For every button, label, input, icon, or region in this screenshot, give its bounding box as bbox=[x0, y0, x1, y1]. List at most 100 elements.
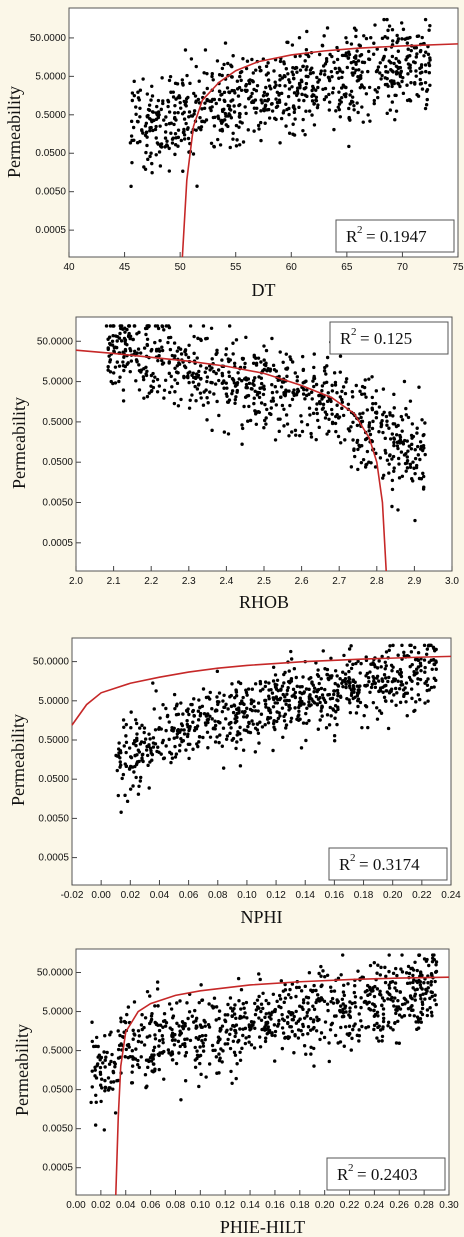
scatter-point bbox=[130, 1064, 135, 1068]
scatter-point bbox=[346, 56, 351, 60]
scatter-point bbox=[164, 728, 168, 733]
scatter-point bbox=[217, 413, 221, 418]
scatter-point bbox=[270, 1010, 275, 1014]
scatter-point bbox=[263, 723, 267, 727]
scatter-point bbox=[333, 380, 338, 385]
scatter-point bbox=[169, 752, 174, 756]
scatter-point bbox=[356, 75, 360, 79]
scatter-point bbox=[270, 102, 274, 106]
scatter-point bbox=[334, 710, 338, 714]
scatter-point bbox=[106, 1076, 111, 1080]
scatter-point bbox=[127, 331, 131, 336]
scatter-point bbox=[238, 764, 243, 768]
scatter-point bbox=[130, 765, 135, 769]
scatter-point bbox=[267, 84, 272, 88]
scatter-point bbox=[147, 324, 151, 328]
scatter-point bbox=[252, 704, 256, 709]
scatter-point bbox=[325, 713, 330, 717]
scatter-point bbox=[416, 34, 421, 38]
scatter-point bbox=[336, 434, 341, 439]
scatter-point bbox=[338, 694, 343, 698]
scatter-point bbox=[356, 59, 361, 63]
scatter-point bbox=[316, 85, 320, 90]
scatter-point bbox=[352, 71, 357, 75]
scatter-point bbox=[359, 661, 363, 666]
scatter-point bbox=[222, 379, 226, 383]
scatter-point bbox=[140, 1013, 144, 1017]
scatter-point bbox=[357, 1039, 361, 1043]
scatter-point bbox=[414, 55, 418, 59]
scatter-point bbox=[316, 674, 321, 678]
y-tick-label: 0.0050 bbox=[42, 1124, 73, 1135]
scatter-point bbox=[422, 474, 426, 479]
scatter-point bbox=[285, 367, 289, 371]
scatter-point bbox=[121, 718, 126, 722]
scatter-point bbox=[204, 366, 209, 370]
scatter-point bbox=[199, 376, 203, 381]
scatter-point bbox=[134, 112, 138, 117]
scatter-point bbox=[275, 678, 280, 682]
scatter-point bbox=[229, 1027, 233, 1031]
scatter-point bbox=[250, 57, 254, 62]
scatter-point bbox=[357, 1034, 362, 1038]
scatter-point bbox=[198, 115, 202, 120]
scatter-point bbox=[226, 61, 230, 66]
scatter-point bbox=[231, 98, 235, 102]
scatter-point bbox=[297, 709, 301, 713]
scatter-point bbox=[314, 88, 318, 92]
scatter-point bbox=[423, 665, 427, 670]
scatter-point bbox=[390, 100, 395, 104]
scatter-point bbox=[393, 986, 397, 990]
scatter-point bbox=[371, 661, 375, 665]
scatter-point bbox=[273, 438, 278, 442]
scatter-point bbox=[267, 1001, 271, 1006]
scatter-point bbox=[309, 431, 313, 436]
scatter-point bbox=[145, 135, 149, 139]
scatter-point bbox=[301, 721, 306, 725]
scatter-point bbox=[194, 100, 198, 104]
scatter-point bbox=[232, 1050, 237, 1055]
scatter-point bbox=[408, 1013, 412, 1017]
scatter-point bbox=[285, 688, 290, 693]
scatter-point bbox=[151, 741, 156, 745]
scatter-point bbox=[309, 390, 314, 394]
scatter-point bbox=[264, 1027, 269, 1032]
scatter-point bbox=[188, 81, 192, 86]
scatter-point bbox=[170, 1038, 175, 1042]
scatter-point bbox=[379, 665, 383, 669]
scatter-point bbox=[148, 760, 152, 764]
scatter-points bbox=[114, 643, 438, 814]
r2-superscript: 2 bbox=[350, 852, 356, 864]
scatter-point bbox=[222, 705, 226, 710]
scatter-point bbox=[151, 681, 155, 685]
scatter-point bbox=[240, 1046, 244, 1051]
scatter-point bbox=[386, 94, 391, 98]
scatter-point bbox=[357, 684, 361, 689]
scatter-point bbox=[247, 81, 252, 86]
scatter-point bbox=[217, 1009, 222, 1013]
scatter-point bbox=[364, 655, 368, 659]
scatter-point bbox=[154, 111, 158, 115]
scatter-point bbox=[304, 721, 309, 725]
scatter-point bbox=[252, 401, 256, 406]
scatter-point bbox=[161, 1040, 165, 1045]
scatter-point bbox=[200, 119, 204, 124]
scatter-point bbox=[289, 1025, 294, 1029]
scatter-point bbox=[357, 68, 361, 72]
scatter-point bbox=[229, 704, 234, 709]
scatter-point bbox=[258, 69, 263, 73]
scatter-point bbox=[401, 27, 406, 32]
scatter-point bbox=[315, 1015, 319, 1019]
x-tick-label: 0.04 bbox=[150, 890, 170, 901]
scatter-point bbox=[350, 390, 355, 394]
scatter-point bbox=[347, 50, 351, 54]
scatter-point bbox=[374, 69, 379, 74]
scatter-point bbox=[302, 1016, 307, 1020]
scatter-point bbox=[331, 1001, 336, 1005]
scatter-point bbox=[243, 1041, 248, 1046]
scatter-point bbox=[275, 701, 280, 705]
scatter-point bbox=[323, 1020, 328, 1024]
scatter-point bbox=[136, 748, 141, 752]
scatter-point bbox=[384, 451, 388, 455]
scatter-point bbox=[274, 369, 278, 373]
